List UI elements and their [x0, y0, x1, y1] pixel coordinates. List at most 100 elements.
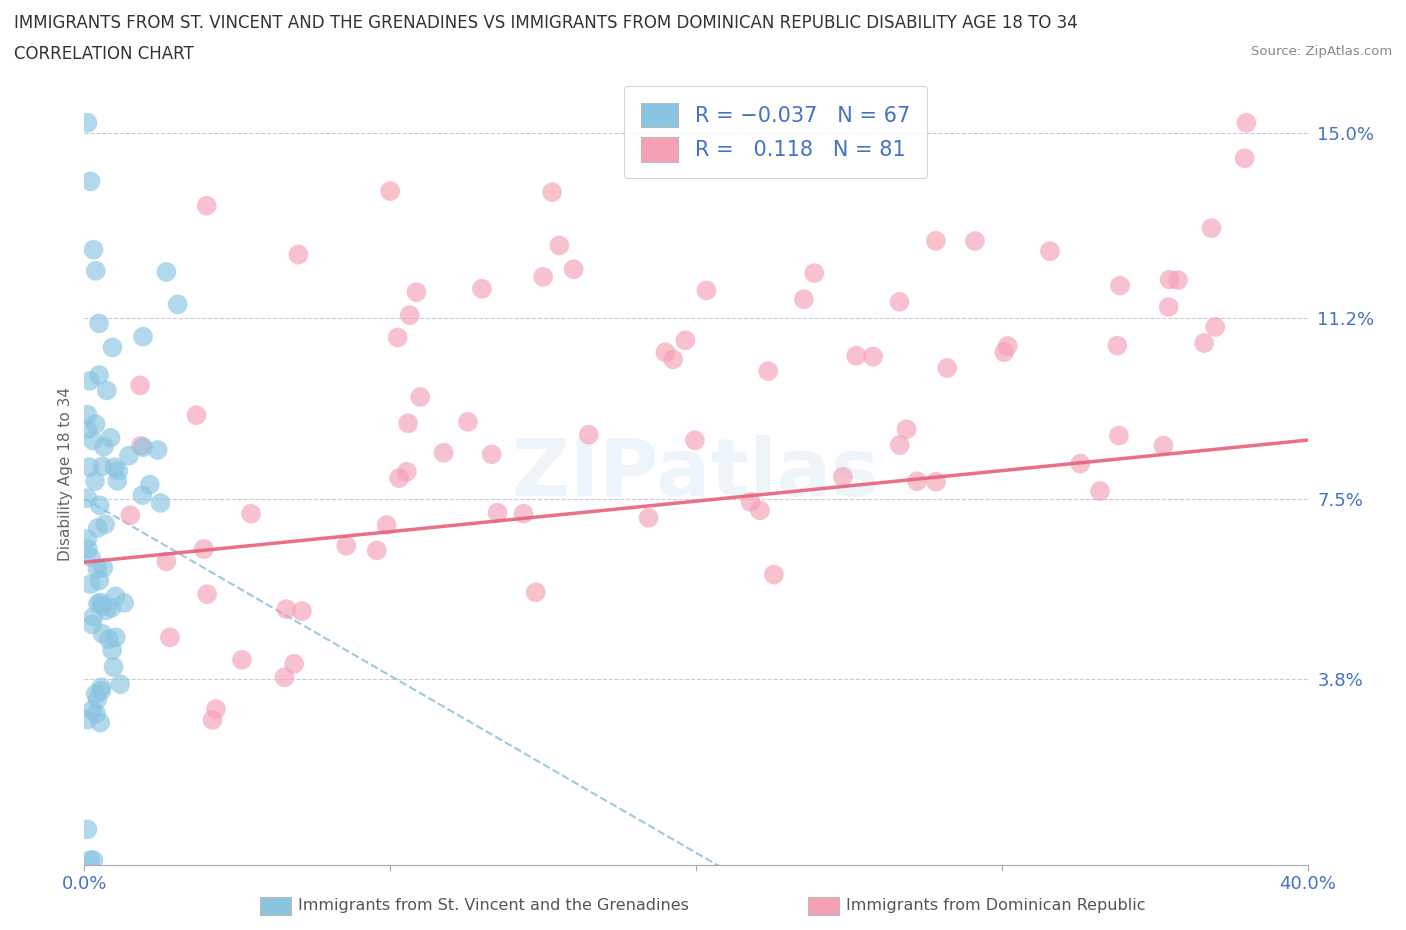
Point — [1039, 244, 1062, 259]
Text: Immigrants from Dominican Republic: Immigrants from Dominican Republic — [846, 898, 1146, 913]
Point — [76, 822, 98, 837]
Point — [159, 630, 181, 644]
Point — [889, 438, 911, 453]
Point — [548, 238, 571, 253]
Point — [149, 496, 172, 511]
Point — [89, 715, 111, 730]
Point — [76, 115, 98, 130]
Point — [76, 422, 98, 437]
Point — [82, 433, 104, 448]
Point — [132, 329, 155, 344]
Point — [87, 367, 110, 382]
Point — [139, 477, 162, 492]
Point — [76, 712, 98, 727]
Point — [86, 562, 108, 577]
Point — [84, 263, 107, 278]
Point — [186, 407, 208, 422]
Point — [1157, 299, 1180, 314]
Point — [862, 349, 884, 364]
Point — [87, 316, 110, 331]
Point — [84, 706, 107, 721]
Point — [98, 631, 121, 646]
Point — [93, 439, 115, 454]
Point — [86, 692, 108, 707]
Point — [104, 589, 127, 604]
Point — [1192, 336, 1215, 351]
Text: Immigrants from St. Vincent and the Grenadines: Immigrants from St. Vincent and the Gren… — [298, 898, 689, 913]
Point — [896, 422, 918, 437]
Point — [683, 432, 706, 447]
Point — [76, 531, 98, 546]
Point — [762, 567, 785, 582]
Point — [77, 459, 100, 474]
Point — [409, 390, 432, 405]
Point — [803, 266, 825, 281]
Point — [756, 364, 779, 379]
Point — [90, 684, 112, 698]
Point — [749, 503, 772, 518]
Point — [108, 677, 131, 692]
Point — [662, 352, 685, 366]
Point — [96, 383, 118, 398]
Point — [936, 361, 959, 376]
Point — [793, 292, 815, 307]
Point — [104, 630, 127, 644]
Point — [118, 448, 141, 463]
Point — [205, 701, 228, 716]
Point — [146, 443, 169, 458]
Point — [963, 233, 986, 248]
Point — [287, 247, 309, 262]
Point — [1088, 484, 1111, 498]
Point — [112, 595, 135, 610]
Point — [1233, 151, 1256, 166]
Point — [1108, 428, 1130, 443]
Point — [366, 543, 388, 558]
Point — [132, 440, 155, 455]
Point — [240, 506, 263, 521]
Point — [395, 464, 418, 479]
Point — [905, 474, 928, 489]
Point — [925, 474, 948, 489]
Text: ZIPatlas: ZIPatlas — [512, 435, 880, 513]
Point — [512, 506, 534, 521]
Point — [79, 853, 101, 868]
Point — [335, 538, 357, 553]
Point — [155, 554, 177, 569]
Point — [637, 511, 659, 525]
Point — [101, 340, 124, 355]
Point — [398, 308, 420, 323]
Text: Source: ZipAtlas.com: Source: ZipAtlas.com — [1251, 45, 1392, 58]
Point — [457, 415, 479, 430]
Point — [107, 463, 129, 478]
Point — [481, 447, 503, 462]
Point — [387, 330, 409, 345]
Point — [90, 680, 112, 695]
Point — [531, 270, 554, 285]
Point — [231, 652, 253, 667]
Point — [291, 604, 314, 618]
Point — [80, 703, 103, 718]
Point — [380, 183, 402, 198]
Text: CORRELATION CHART: CORRELATION CHART — [14, 45, 194, 62]
Point — [740, 495, 762, 510]
Point — [84, 686, 107, 701]
Point — [87, 596, 110, 611]
Point — [89, 573, 111, 588]
Point — [201, 712, 224, 727]
Point — [76, 541, 98, 556]
Point — [562, 262, 585, 277]
Point — [1153, 438, 1175, 453]
Point — [845, 349, 868, 364]
Point — [695, 283, 717, 298]
Point — [654, 345, 676, 360]
Point — [925, 233, 948, 248]
Point — [578, 427, 600, 442]
Point — [1159, 272, 1181, 287]
Point — [1204, 320, 1226, 335]
Point — [1167, 272, 1189, 287]
Point — [993, 345, 1015, 360]
Point — [1107, 339, 1129, 353]
Point — [997, 339, 1019, 353]
Point — [1201, 220, 1223, 235]
Point — [276, 602, 298, 617]
